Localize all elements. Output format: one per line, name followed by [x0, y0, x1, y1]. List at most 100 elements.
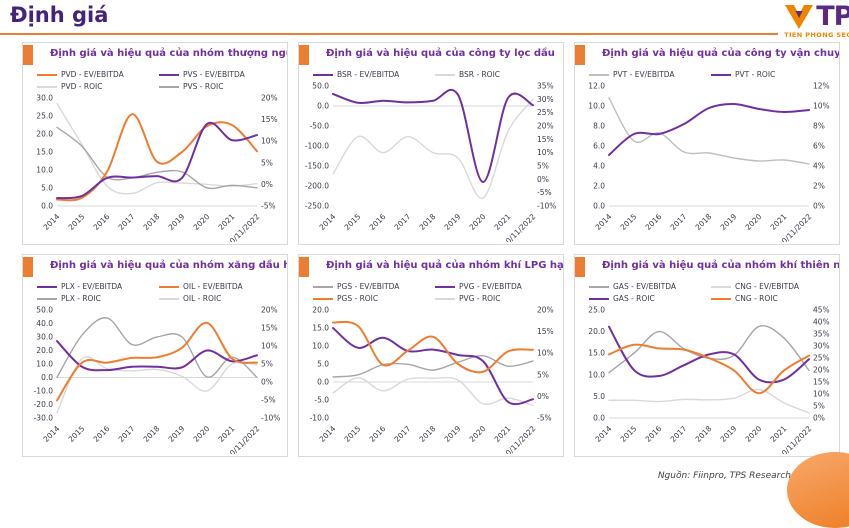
series-line [608, 97, 810, 165]
series-line [56, 340, 258, 372]
axis-tick-label: -200.0 [305, 182, 329, 191]
axis-tick-label: 25% [813, 354, 830, 363]
panel-title: Định giá và hiệu quả của nhóm xăng dầu h… [50, 260, 287, 271]
corner-decoration [787, 452, 849, 528]
legend-swatch-icon [159, 85, 179, 88]
axis-tick-label: 2015 [67, 212, 87, 232]
series-line [608, 325, 810, 384]
axis-tick-label: 2016 [92, 212, 112, 232]
axis-tick-label: 10.0 [588, 102, 605, 111]
header-divider [0, 33, 849, 35]
series-line [332, 376, 534, 407]
axis-tick-label: 2019 [167, 424, 187, 444]
legend-label: PLX - EV/EBITDA [61, 282, 123, 291]
axis-tick-label: 2019 [167, 212, 187, 232]
axis-tick-label: 6% [813, 142, 825, 151]
axis-tick-label: 40% [813, 318, 830, 327]
chart-panel: Định giá và hiệu quả của công ty vận chu… [574, 42, 840, 245]
legend-label: PVT - EV/EBITDA [613, 70, 675, 79]
axis-tick-label: 6.0 [593, 142, 605, 151]
axis-tick-label: 35% [537, 82, 554, 91]
axis-tick-label: 2021 [493, 424, 513, 444]
legend-item: CNG - EV/EBITDA [711, 281, 825, 292]
axis-tick-label: 12% [813, 82, 830, 91]
panel-header: Định giá và hiệu quả của nhóm xăng dầu h… [23, 255, 287, 279]
axis-tick-label: 5% [261, 158, 273, 167]
axis-tick-label: 0.0 [593, 202, 605, 211]
legend-item: BSR - ROIC [435, 69, 549, 80]
series-line [56, 321, 258, 402]
series-line [56, 126, 258, 190]
axis-tick-label: 2% [813, 182, 825, 191]
legend-item: OIL - EV/EBITDA [159, 281, 273, 292]
axis-tick-label: 2021 [769, 212, 789, 232]
series-line [56, 356, 258, 414]
legend-label: BSR - ROIC [459, 70, 501, 79]
axis-tick-label: 10% [261, 342, 278, 351]
chart-legend: PVD - EV/EBITDA PVS - EV/EBITDA PVD - ROIC… [23, 69, 287, 92]
axis-tick-label: 20% [261, 306, 278, 315]
axis-tick-label: 25.0 [588, 306, 605, 315]
series-line [332, 327, 534, 406]
axis-tick-label: -5% [261, 396, 276, 405]
panel-title: Định giá và hiệu quả của nhóm khí thiên … [602, 260, 840, 271]
axis-tick-label: 15% [261, 324, 278, 333]
legend-label: PVG - ROIC [459, 294, 501, 303]
legend-label: OIL - ROIC [183, 294, 222, 303]
axis-tick-label: 4.0 [593, 162, 605, 171]
axis-tick-label: 2018 [418, 424, 438, 444]
panel-bullet-icon [575, 45, 585, 65]
series-line [56, 113, 258, 202]
axis-tick-label: 15.0 [588, 349, 605, 358]
series-line [56, 102, 258, 195]
legend-swatch-icon [435, 73, 455, 76]
legend-label: OIL - EV/EBITDA [183, 282, 243, 291]
axis-tick-label: 45% [813, 306, 830, 315]
panel-header: Định giá và hiệu quả của nhóm thượng ngu… [23, 43, 287, 67]
legend-label: CNG - EV/EBITDA [735, 282, 799, 291]
axis-tick-label: -10% [537, 202, 556, 211]
axis-tick-label: 2015 [67, 424, 87, 444]
axis-tick-label: 5.0 [317, 360, 329, 369]
panel-bullet-icon [299, 45, 309, 65]
axis-tick-label: -30.0 [34, 414, 54, 423]
axis-tick-label: 2016 [368, 212, 388, 232]
axis-tick-label: 2016 [368, 424, 388, 444]
legend-swatch-icon [589, 297, 609, 300]
tps-logo: TPS TIEN PHONG SECURITIES [778, 1, 849, 41]
panel-bullet-icon [575, 257, 585, 277]
axis-tick-label: -5.0 [314, 396, 329, 405]
logo-subtext: TIEN PHONG SECURITIES [784, 31, 849, 39]
chart-legend: PVT - EV/EBITDA PVT - ROIC [575, 69, 839, 80]
axis-tick-label: 2014 [594, 212, 614, 232]
axis-tick-label: 15% [813, 378, 830, 387]
legend-swatch-icon [37, 297, 57, 300]
axis-tick-label: 5.0 [41, 184, 53, 193]
axis-tick-label: 10% [261, 137, 278, 146]
axis-tick-label: 20.0 [312, 306, 329, 315]
panel-header: Định giá và hiệu quả của công ty vận chu… [575, 43, 839, 67]
axis-tick-label: 2021 [217, 212, 237, 232]
axis-tick-label: 2021 [493, 212, 513, 232]
legend-swatch-icon [435, 297, 455, 300]
axis-tick-label: 2015 [343, 424, 363, 444]
logo-text: TPS [816, 1, 849, 32]
legend-swatch-icon [159, 297, 179, 300]
legend-item: PVT - EV/EBITDA [589, 69, 703, 80]
series-line [608, 343, 810, 395]
series-line [608, 102, 810, 156]
axis-tick-label: 35% [813, 330, 830, 339]
chart-plot: -10.0 -5.0 0.0 5.0 10.0 15.0 20.0 -5% 0% 5% 10% 15%… [310, 306, 554, 457]
charts-grid: Định giá và hiệu quả của nhóm thượng ngu… [22, 42, 840, 457]
axis-tick-label: 15% [537, 327, 554, 336]
chart-plot: 0.0 2.0 4.0 6.0 8.0 10.0 12.0 0% 2% 4% 6% 8% 10% 12% 2… [588, 82, 830, 245]
tps-triangle-icon [785, 5, 814, 29]
legend-item: PVD - EV/EBITDA [37, 69, 151, 80]
series-line [608, 325, 810, 374]
legend-label: PGS - ROIC [337, 294, 379, 303]
legend-item: PLX - ROIC [37, 293, 151, 304]
axis-tick-label: 15% [261, 115, 278, 124]
axis-tick-label: -10% [261, 414, 280, 423]
legend-item: PGS - ROIC [313, 293, 427, 304]
axis-tick-label: 0% [537, 175, 549, 184]
